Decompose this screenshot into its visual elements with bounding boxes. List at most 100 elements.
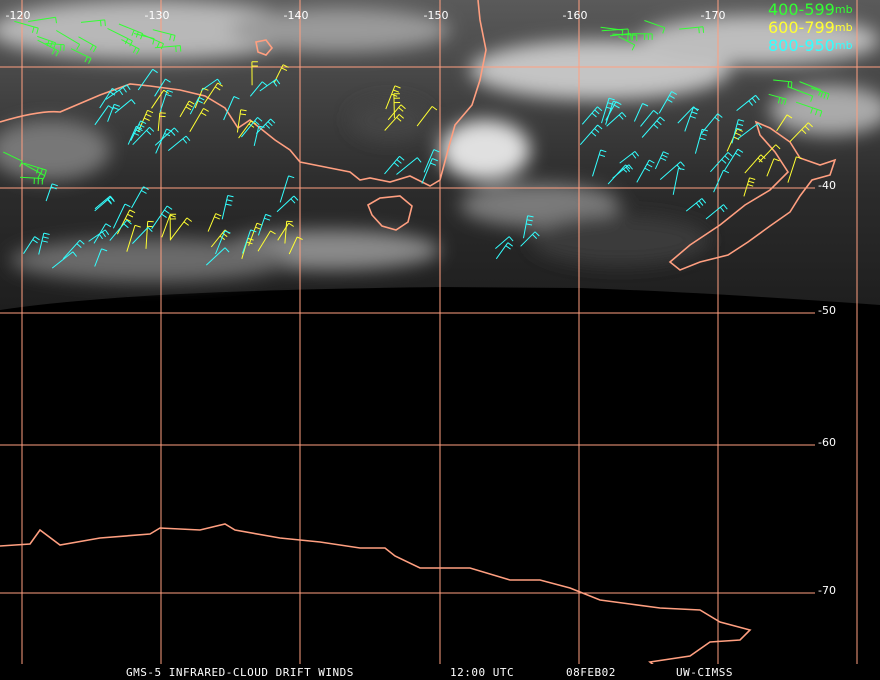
wind-barb xyxy=(78,36,97,53)
wind-barb xyxy=(495,242,513,260)
wind-barb xyxy=(23,162,47,176)
wind-barb xyxy=(644,20,666,34)
date: 08FEB02 xyxy=(566,666,616,679)
wind-barb xyxy=(107,27,133,47)
wind-barb xyxy=(605,100,620,125)
wind-barb xyxy=(495,236,514,249)
wind-barb xyxy=(179,100,195,118)
antarctica-coast xyxy=(0,523,752,671)
wind-barb xyxy=(23,236,40,254)
wind-barb xyxy=(257,213,272,236)
wind-barb xyxy=(787,156,803,183)
wind-barb xyxy=(601,28,629,36)
wind-barb xyxy=(132,227,153,244)
wind-barb xyxy=(157,112,166,132)
wind-barb xyxy=(167,135,191,151)
wind-barb xyxy=(636,159,655,183)
wind-barb xyxy=(112,203,131,229)
wind-barb xyxy=(3,151,23,167)
wind-barb xyxy=(393,93,401,119)
wind-barb xyxy=(242,229,257,254)
wind-barb xyxy=(619,151,639,164)
latitude-label: -40 xyxy=(818,179,836,192)
wind-barb xyxy=(773,79,793,88)
wind-barb xyxy=(201,78,222,91)
wind-barb xyxy=(189,96,205,115)
wind-barb xyxy=(215,230,231,255)
wind-barb xyxy=(726,128,743,152)
wind-barb xyxy=(45,183,58,202)
wind-barb xyxy=(810,87,830,100)
latitude-label: -60 xyxy=(818,436,836,449)
wind-barb xyxy=(94,196,115,212)
legend-range: 400-599 xyxy=(768,0,835,19)
wind-barbs xyxy=(3,16,830,269)
wind-barb xyxy=(154,78,171,97)
wind-barb xyxy=(105,84,131,100)
wind-barb xyxy=(658,91,678,114)
wind-barb xyxy=(236,109,247,133)
wind-barb xyxy=(94,105,114,126)
wind-barb xyxy=(416,106,438,127)
wind-barb xyxy=(121,39,140,55)
wind-barb xyxy=(137,109,154,133)
wind-barb xyxy=(384,114,405,131)
wind-barb xyxy=(705,204,728,220)
longitude-label: -160 xyxy=(563,9,588,22)
labels: -120 -130 -140 -150 -160 -170 -40 -50 -60 -70 400-… xyxy=(6,0,853,597)
wind-barb xyxy=(612,33,638,42)
wind-barb xyxy=(130,120,147,141)
wind-barb xyxy=(768,93,787,106)
wind-barb xyxy=(107,103,120,122)
wind-barb xyxy=(581,106,603,125)
wind-barb xyxy=(423,149,440,173)
wind-barb xyxy=(70,48,92,64)
wind-barb xyxy=(612,164,633,179)
wind-barb xyxy=(788,86,814,102)
legend-entry: 800-950mb xyxy=(768,36,853,55)
wind-barb xyxy=(631,33,653,40)
wind-barb xyxy=(141,33,164,50)
wind-barb xyxy=(710,152,733,173)
wind-barb xyxy=(255,118,276,134)
tasmania-coast xyxy=(367,195,413,231)
wind-barb xyxy=(37,35,57,49)
wind-barb xyxy=(241,117,263,138)
wind-barb xyxy=(606,112,627,127)
wind-barb xyxy=(288,236,303,255)
wind-barb xyxy=(737,123,762,140)
wind-barb xyxy=(62,239,85,260)
wind-barb xyxy=(641,116,665,138)
wind-barb xyxy=(659,161,685,180)
wind-barb xyxy=(579,124,603,146)
wind-barb xyxy=(731,119,745,144)
wind-barb xyxy=(633,103,649,122)
coastlines xyxy=(0,0,837,671)
product-name: GMS-5 INFRARED-CLOUD DRIFT WINDS xyxy=(126,666,354,679)
legend-unit: mb xyxy=(835,39,853,52)
wind-barb xyxy=(94,248,108,267)
wind-barb xyxy=(116,209,136,235)
wind-barb xyxy=(131,186,149,209)
legend-unit: mb xyxy=(835,21,853,34)
legend-unit: mb xyxy=(835,3,853,16)
footer-bar xyxy=(0,664,880,680)
wind-barb xyxy=(684,107,700,132)
wind-barb xyxy=(28,16,57,24)
wind-barb xyxy=(279,175,295,203)
wind-barb xyxy=(99,87,118,109)
latitude-label: -70 xyxy=(818,584,836,597)
wind-barb xyxy=(253,125,265,147)
wind-barb xyxy=(80,19,106,27)
wind-barb xyxy=(601,97,615,124)
time: 12:00 UTC xyxy=(450,666,514,679)
wind-barb xyxy=(694,128,709,154)
wind-barb xyxy=(189,107,209,133)
wind-barb xyxy=(387,104,406,121)
wind-barb xyxy=(151,205,173,229)
longitude-label: -150 xyxy=(424,9,449,22)
wind-barb xyxy=(277,222,294,241)
wind-barb xyxy=(170,217,192,240)
wind-barb xyxy=(789,122,813,143)
